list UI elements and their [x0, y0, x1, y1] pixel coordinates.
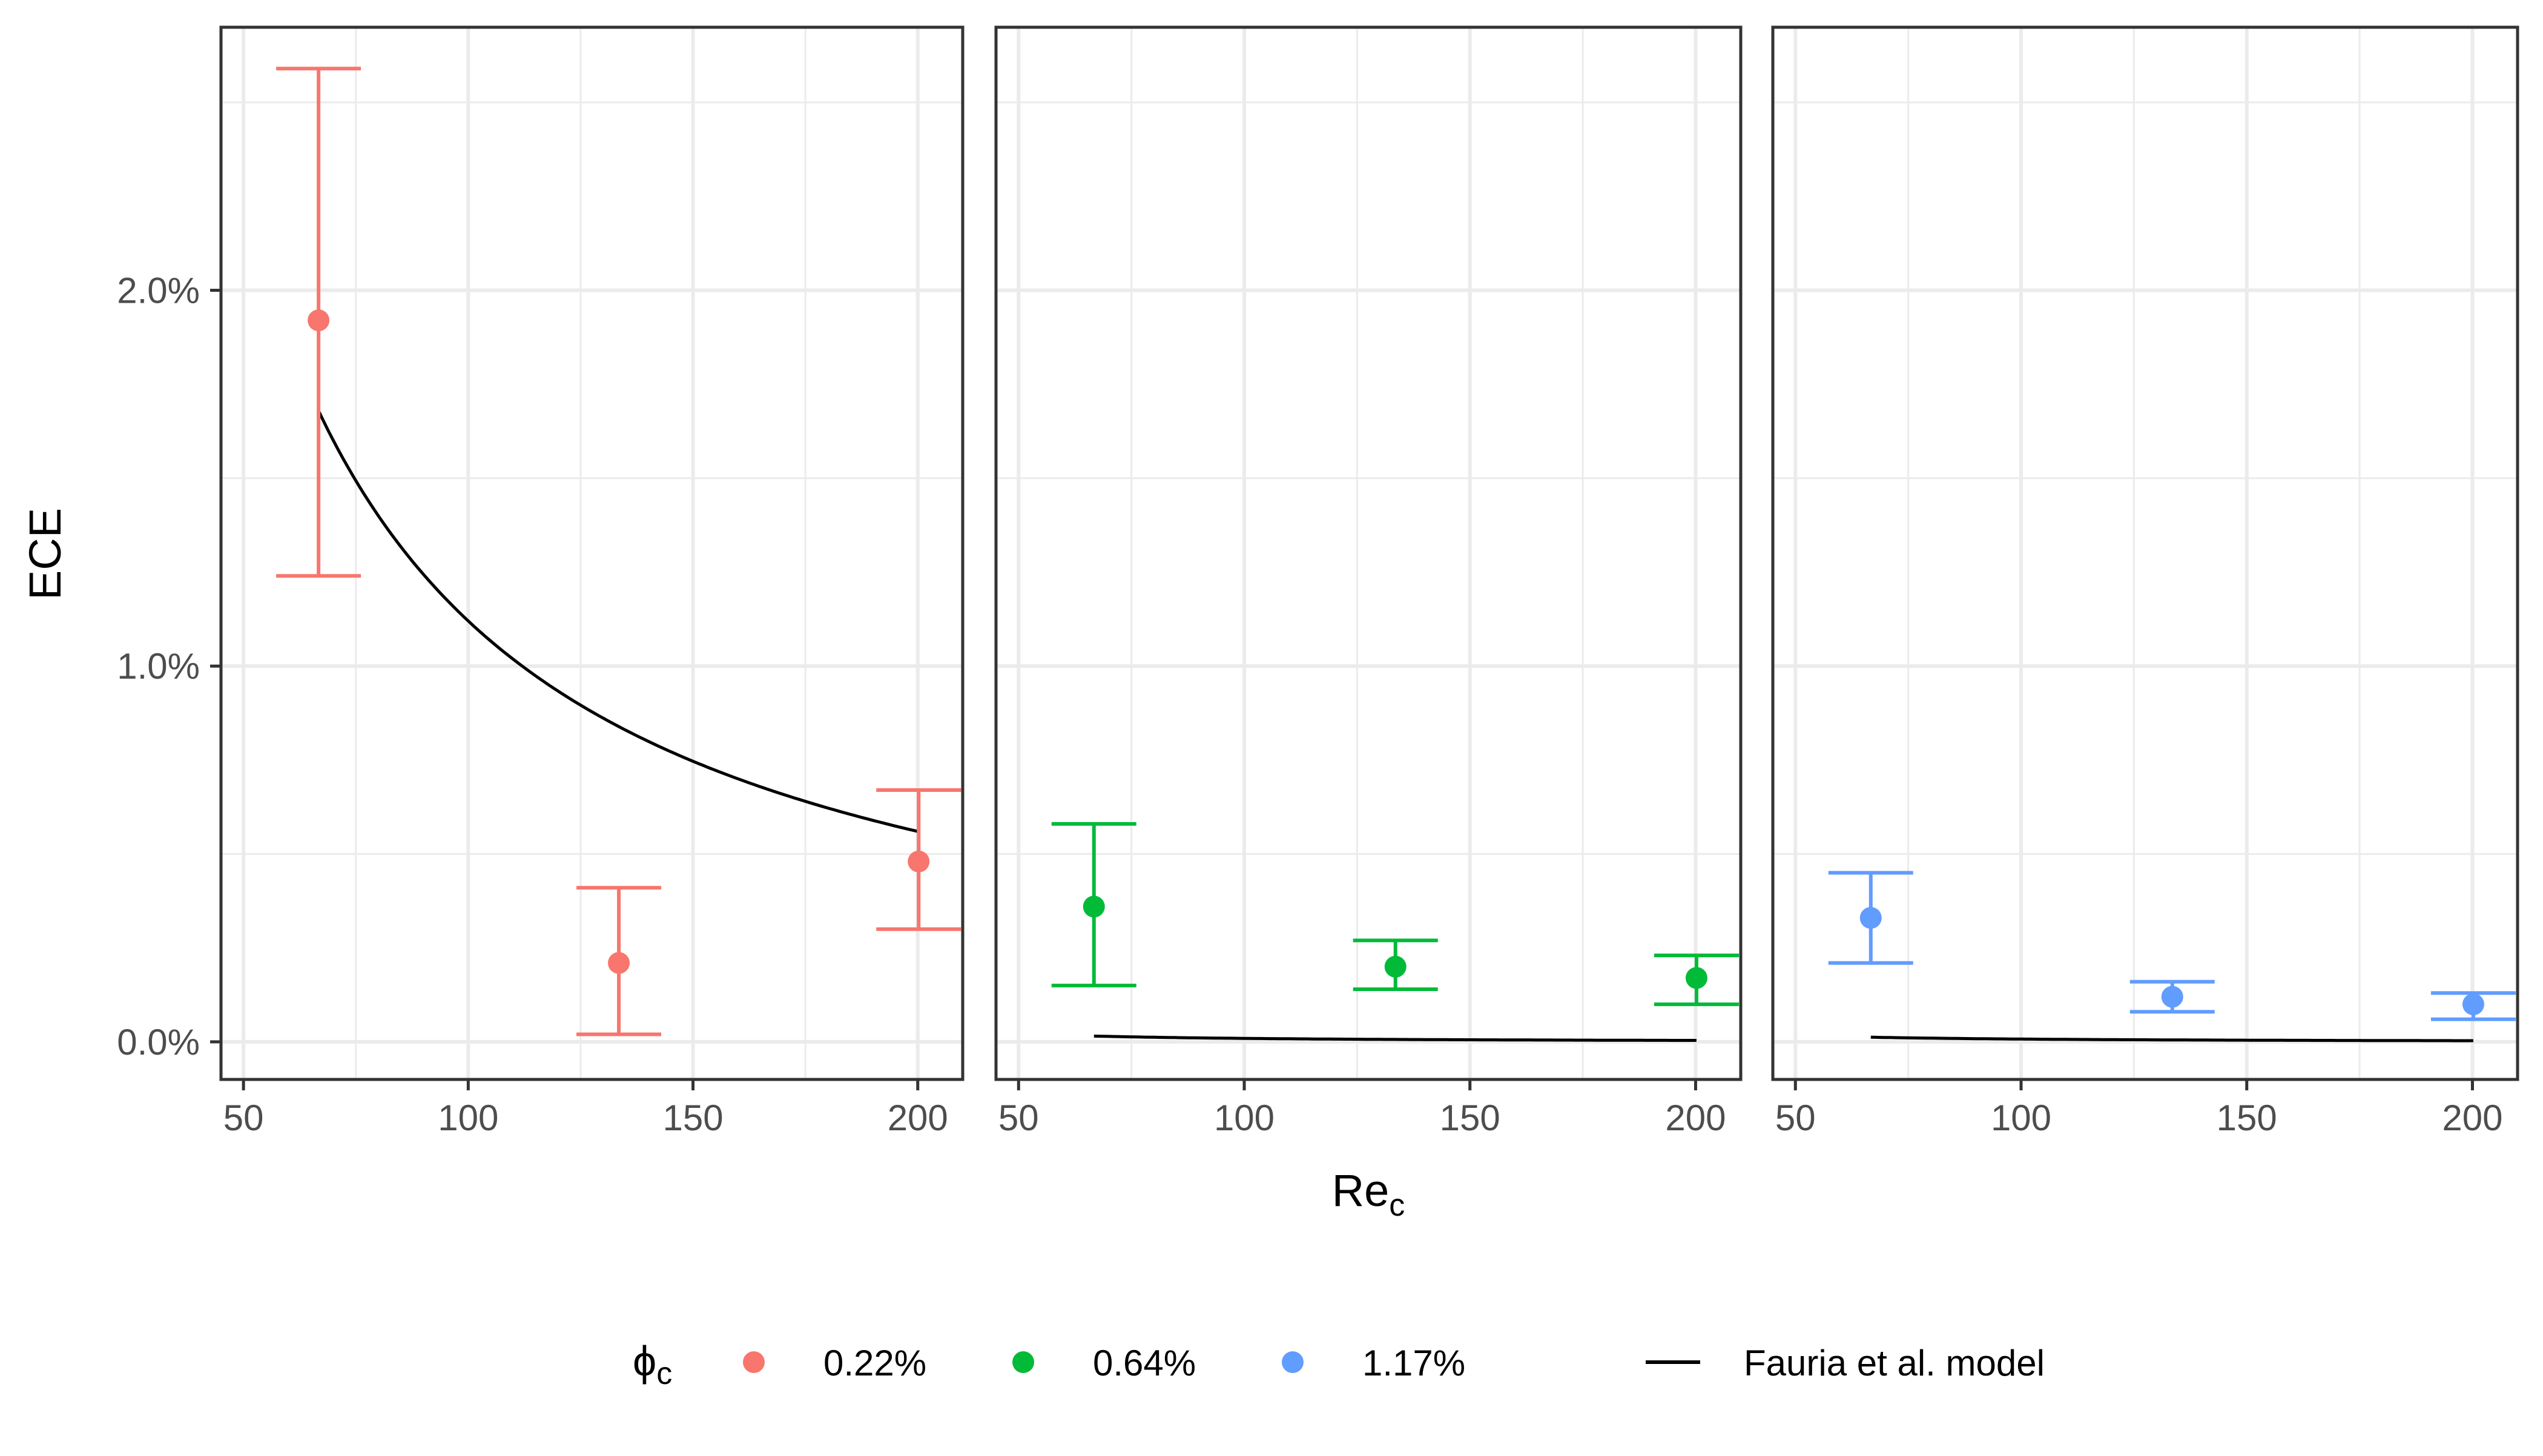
- model-curve: [1870, 1035, 2473, 1043]
- x-tick-label: 100: [1991, 1098, 2051, 1138]
- legend-key-3: [1282, 1351, 1304, 1373]
- data-point: [908, 850, 930, 872]
- x-tick-label: 150: [1440, 1098, 1500, 1138]
- x-tick-label: 50: [223, 1098, 264, 1138]
- model-curve: [317, 410, 919, 834]
- legend-line-label: Fauria et al. model: [1744, 1343, 2045, 1383]
- x-tick-label: 150: [2217, 1098, 2277, 1138]
- x-axis-title-subscript: c: [1389, 1188, 1405, 1223]
- panel-border: [994, 25, 1743, 1081]
- data-point: [608, 952, 630, 974]
- x-axis-title-main: Re: [1332, 1165, 1390, 1216]
- legend-label-1: 0.22%: [823, 1343, 926, 1383]
- data-point: [1685, 967, 1707, 989]
- y-tick-label: 0.0%: [117, 1022, 200, 1062]
- y-tick-label: 1.0%: [117, 646, 200, 687]
- legend-key-2: [1012, 1351, 1034, 1373]
- y-tick-label: 2.0%: [117, 271, 200, 311]
- legend-label-2: 0.64%: [1093, 1343, 1196, 1383]
- x-tick-label: 50: [1775, 1098, 1816, 1138]
- panel-2: 50 100 150 200: [994, 25, 1743, 1138]
- panel-1: 50 100 150 200 0.0% 1.0% 2.0%: [117, 25, 965, 1138]
- x-tick-label: 50: [998, 1098, 1039, 1138]
- data-point: [1384, 955, 1407, 978]
- x-tick-label: 200: [1665, 1098, 1726, 1138]
- x-tick-label: 150: [662, 1098, 723, 1138]
- legend: ϕc 0.22% 0.64% 1.17% Fauria et al. model: [633, 1337, 2045, 1391]
- data-point: [1083, 895, 1105, 918]
- legend-label-3: 1.17%: [1362, 1343, 1465, 1383]
- legend-title: ϕc: [633, 1337, 672, 1391]
- y-axis-title: ECE: [20, 508, 70, 600]
- legend-title-main: ϕ: [633, 1337, 656, 1385]
- data-point: [2462, 993, 2484, 1015]
- data-point: [1859, 907, 1882, 929]
- legend-title-subscript: c: [656, 1356, 672, 1391]
- model-curve: [1093, 1034, 1697, 1042]
- data-point: [308, 309, 330, 332]
- x-axis-title: Rec: [1332, 1165, 1405, 1223]
- legend-key-1: [743, 1351, 765, 1373]
- panel-3: 50 100 150 200: [1771, 25, 2519, 1138]
- panel-border: [1771, 25, 2519, 1081]
- x-tick-label: 200: [2442, 1098, 2502, 1138]
- x-tick-label: 100: [438, 1098, 498, 1138]
- x-tick-label: 100: [1214, 1098, 1275, 1138]
- panel-border: [219, 25, 965, 1081]
- x-tick-label: 200: [888, 1098, 948, 1138]
- data-point: [2161, 986, 2183, 1008]
